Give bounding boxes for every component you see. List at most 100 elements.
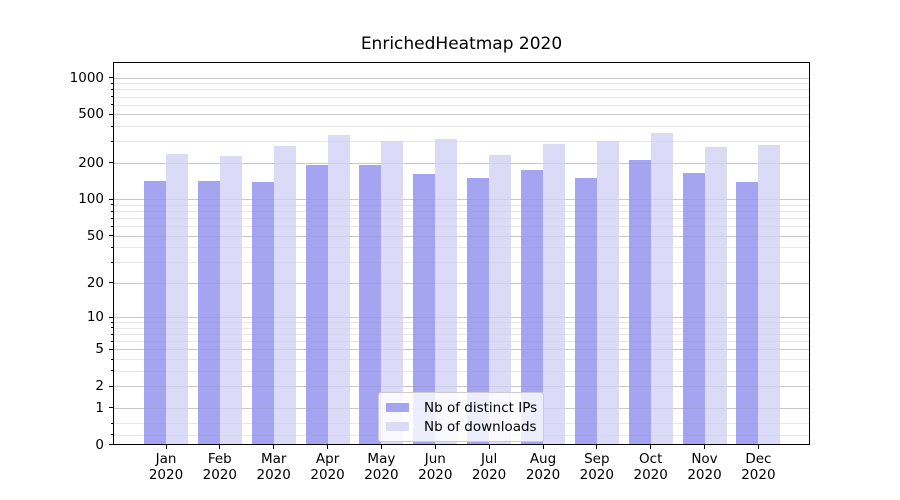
legend: Nb of distinct IPs Nb of downloads — [378, 392, 544, 442]
x-tick-label: Jan 2020 — [148, 451, 184, 483]
major-gridline — [114, 282, 809, 284]
y-minor-tick-mark — [111, 434, 113, 436]
y-tick-label: 1000 — [69, 69, 104, 86]
minor-gridline — [114, 141, 809, 143]
minor-gridline — [114, 218, 809, 220]
x-tick-label: Dec 2020 — [741, 451, 776, 483]
major-gridline — [114, 162, 809, 164]
minor-gridline — [114, 126, 809, 128]
minor-gridline — [114, 322, 809, 324]
y-tick-mark — [109, 316, 113, 318]
x-tick-mark — [219, 445, 221, 449]
y-tick-mark — [109, 348, 113, 350]
y-minor-tick-mark — [111, 246, 113, 248]
y-minor-tick-mark — [111, 217, 113, 219]
y-tick-label: 200 — [78, 154, 104, 171]
minor-gridline — [114, 204, 809, 206]
minor-gridline — [114, 104, 809, 106]
y-tick-mark — [109, 235, 113, 237]
y-tick-label: 20 — [86, 274, 104, 291]
minor-gridline — [114, 262, 809, 264]
bar-feb-distinct-ips — [197, 180, 220, 444]
y-tick-label: 0 — [95, 436, 104, 453]
bar-jul-downloads — [489, 154, 512, 444]
x-tick-label: Mar 2020 — [256, 451, 291, 483]
x-tick-mark — [273, 445, 275, 449]
chart-title: EnrichedHeatmap 2020 — [360, 34, 563, 54]
bar-apr-downloads — [327, 134, 350, 444]
bar-oct-downloads — [650, 132, 673, 444]
minor-gridline — [114, 141, 809, 143]
minor-gridline — [114, 96, 809, 98]
bar-mar-downloads — [273, 146, 296, 444]
major-gridline — [114, 349, 809, 351]
minor-gridline — [114, 334, 809, 336]
minor-gridline — [114, 89, 809, 91]
plot-area — [113, 62, 810, 445]
y-minor-tick-mark — [111, 327, 113, 329]
bar-mar-distinct-ips — [251, 181, 274, 444]
x-tick-mark — [434, 445, 436, 449]
legend-item-distinct-ips: Nb of distinct IPs — [386, 398, 538, 417]
y-tick-label: 2 — [95, 378, 104, 395]
y-minor-tick-mark — [111, 140, 113, 142]
y-tick-mark — [109, 407, 113, 409]
minor-gridline — [114, 247, 809, 249]
y-tick-mark — [109, 385, 113, 387]
major-gridline — [114, 114, 809, 116]
bar-aug-distinct-ips — [521, 169, 543, 444]
y-tick-mark — [109, 198, 113, 200]
legend-swatch-distinct-ips-icon — [386, 403, 409, 412]
major-gridline — [114, 282, 809, 284]
y-tick-mark — [109, 162, 113, 164]
y-tick-mark — [109, 282, 113, 284]
minor-gridline — [114, 262, 809, 264]
y-tick-label: 50 — [86, 227, 104, 244]
y-minor-tick-mark — [111, 333, 113, 335]
minor-gridline — [114, 83, 809, 85]
major-gridline — [114, 77, 809, 79]
x-tick-mark — [327, 445, 329, 449]
y-tick-label: 5 — [95, 341, 104, 358]
minor-gridline — [114, 370, 809, 372]
x-tick-mark — [380, 445, 382, 449]
y-tick-label: 10 — [86, 309, 104, 326]
bar-feb-downloads — [219, 156, 242, 444]
y-minor-tick-mark — [111, 96, 113, 97]
x-tick-mark — [488, 445, 490, 449]
gridlines-overlay-layer — [114, 63, 809, 444]
bar-jul-distinct-ips — [467, 177, 490, 444]
y-minor-tick-mark — [111, 225, 113, 227]
minor-gridline — [114, 83, 809, 85]
x-tick-label: Nov 2020 — [687, 451, 722, 483]
bar-may-downloads — [381, 140, 404, 444]
gridlines-layer — [114, 63, 809, 444]
y-minor-tick-mark — [111, 261, 113, 263]
bars-layer — [114, 63, 809, 444]
y-minor-tick-mark — [111, 422, 113, 424]
legend-label-downloads: Nb of downloads — [424, 418, 537, 435]
y-minor-tick-mark — [111, 210, 113, 212]
bar-nov-downloads — [704, 146, 727, 444]
x-tick-label: Sep 2020 — [579, 451, 614, 483]
x-tick-label: Feb 2020 — [202, 451, 237, 483]
x-tick-label: Jul 2020 — [471, 451, 507, 483]
major-gridline — [114, 386, 809, 388]
major-gridline — [114, 77, 809, 79]
y-tick-label: 100 — [78, 191, 104, 208]
y-minor-tick-mark — [111, 104, 113, 106]
y-tick-label: 1 — [95, 399, 104, 416]
major-gridline — [114, 235, 809, 237]
bar-nov-distinct-ips — [682, 172, 705, 444]
major-gridline — [114, 199, 809, 201]
bar-jun-distinct-ips — [413, 173, 436, 444]
y-minor-tick-mark — [111, 321, 113, 323]
y-minor-tick-mark — [111, 370, 113, 372]
legend-label-distinct-ips: Nb of distinct IPs — [424, 399, 538, 416]
minor-gridline — [114, 334, 809, 336]
minor-gridline — [114, 370, 809, 372]
major-gridline — [114, 317, 809, 319]
major-gridline — [114, 349, 809, 351]
minor-gridline — [114, 226, 809, 228]
